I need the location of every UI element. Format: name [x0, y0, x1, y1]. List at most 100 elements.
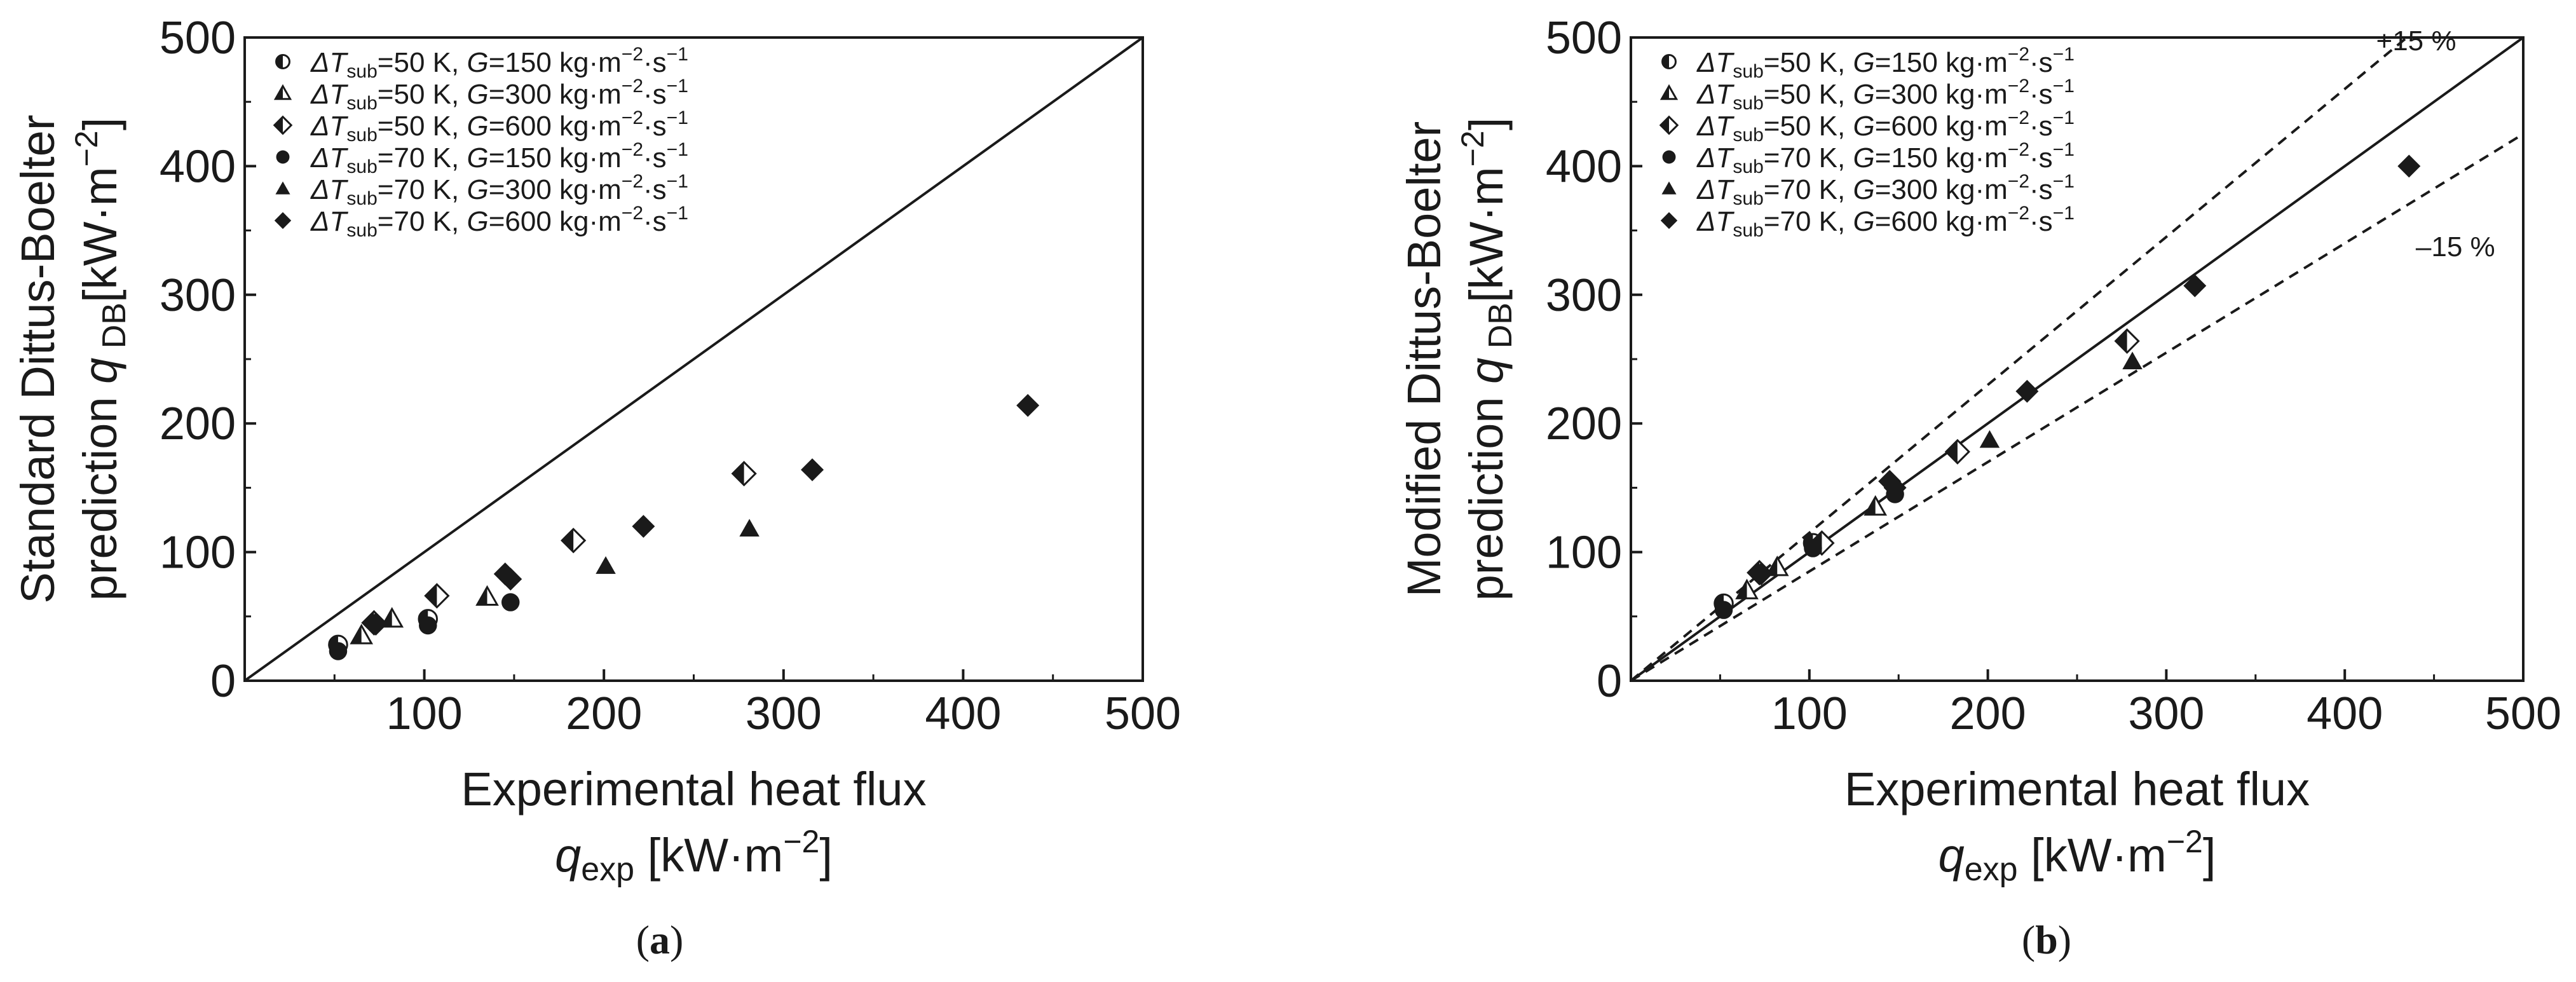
- legend-label: ΔTsub=70 K, G=150 kg·m−2·s−1: [310, 139, 688, 177]
- legend-item: ΔTsub=70 K, G=300 kg·m−2·s−1: [275, 171, 688, 209]
- y-axis-title: Standard Dittus-Boelter: [11, 114, 64, 603]
- diamond-filled-marker: [364, 612, 388, 636]
- legend-item: ΔTsub=70 K, G=600 kg·m−2·s−1: [1660, 203, 2075, 241]
- legend-label: ΔTsub=70 K, G=300 kg·m−2·s−1: [310, 171, 688, 209]
- circle-filled-marker: [501, 593, 520, 611]
- diamond-filled-marker: [1883, 476, 1907, 500]
- legend-marker: [276, 150, 290, 164]
- y-tick-label: 400: [1546, 141, 1622, 192]
- legend-item: ΔTsub=70 K, G=150 kg·m−2·s−1: [276, 139, 688, 177]
- legend-label: ΔTsub=50 K, G=150 kg·m−2·s−1: [310, 44, 688, 82]
- legend-marker: [274, 212, 292, 229]
- legend-item: ΔTsub=50 K, G=600 kg·m−2·s−1: [1659, 107, 2075, 146]
- x-tick-label: 500: [1105, 688, 1181, 739]
- legend-item: ΔTsub=70 K, G=150 kg·m−2·s−1: [1662, 139, 2075, 177]
- minus-reference-line: [1631, 133, 2523, 681]
- diamond-half-filled-marker: [731, 461, 757, 487]
- legend-marker: [1659, 84, 1679, 100]
- circle-filled-marker: [1804, 539, 1822, 557]
- triangle-filled-marker: [2122, 351, 2143, 370]
- parity-reference-line: [245, 38, 1143, 681]
- diamond-filled-marker: [801, 458, 824, 482]
- panel-label: (b): [2022, 917, 2071, 962]
- chart-panel-a: 100 200 300 400 500 0 100 200 300 400 500 Experimen…: [11, 13, 1181, 962]
- y-tick-label: 100: [1546, 528, 1622, 578]
- y-tick-label: 200: [1546, 399, 1622, 449]
- legend-marker: [1661, 181, 1677, 194]
- legend-marker: [1659, 115, 1679, 135]
- circle-filled-marker: [1714, 601, 1733, 619]
- x-tick-label: 400: [2307, 688, 2383, 739]
- triangle-filled-marker: [739, 519, 760, 537]
- y-axis-unit-label: prediction q DB[kW·m−2]: [1455, 118, 1519, 601]
- x-axis-title: Experimental heat flux: [461, 763, 926, 815]
- legend-label: ΔTsub=50 K, G=150 kg·m−2·s−1: [1696, 44, 2075, 82]
- legend-item: ΔTsub=50 K, G=300 kg·m−2·s−1: [273, 76, 688, 114]
- legend-marker: [273, 115, 293, 135]
- y-tick-label: 400: [160, 141, 236, 192]
- triangle-half-filled-marker: [350, 624, 374, 644]
- y-axis-unit-label: prediction q DB[kW·m−2]: [69, 118, 133, 601]
- diamond-half-filled-marker: [561, 528, 587, 554]
- legend-item: ΔTsub=50 K, G=300 kg·m−2·s−1: [1659, 76, 2075, 114]
- diamond-filled-marker: [1749, 563, 1773, 586]
- diamond-filled-marker: [2397, 154, 2421, 178]
- x-axis-unit-label: qexp [kW·m−2]: [555, 824, 833, 888]
- triangle-filled-marker: [596, 556, 616, 574]
- x-axis-title: Experimental heat flux: [1844, 763, 2310, 815]
- legend-marker: [273, 84, 292, 100]
- legend-marker: [275, 181, 290, 194]
- legend-item: ΔTsub=70 K, G=600 kg·m−2·s−1: [274, 203, 688, 241]
- triangle-half-filled-marker: [1735, 578, 1759, 599]
- y-axis-title: Modified Dittus-Boelter: [1398, 121, 1450, 597]
- y-tick-label: 0: [210, 656, 236, 707]
- x-tick-label: 500: [2485, 688, 2561, 739]
- diamond-filled-marker: [499, 568, 522, 591]
- circle-filled-marker: [329, 642, 348, 660]
- triangle-half-filled-marker: [1864, 494, 1888, 516]
- legend-label: ΔTsub=70 K, G=300 kg·m−2·s−1: [1696, 171, 2075, 209]
- y-tick-label: 0: [1597, 656, 1622, 707]
- diamond-filled-marker: [2015, 379, 2039, 403]
- band-annotation: –15 %: [2416, 231, 2495, 263]
- x-tick-label: 200: [1950, 688, 2026, 739]
- legend-item: ΔTsub=50 K, G=600 kg·m−2·s−1: [273, 107, 688, 146]
- legend-item: ΔTsub=50 K, G=150 kg·m−2·s−1: [275, 44, 688, 82]
- legend-marker: [1662, 150, 1676, 164]
- legend-label: ΔTsub=70 K, G=600 kg·m−2·s−1: [310, 203, 688, 241]
- legend-marker: [1661, 54, 1677, 69]
- circle-filled-marker: [419, 616, 437, 635]
- diamond-half-filled-marker: [424, 583, 450, 609]
- x-tick-label: 300: [2128, 688, 2204, 739]
- triangle-filled-marker: [1979, 430, 2000, 448]
- diamond-half-filled-marker: [1944, 439, 1970, 465]
- diamond-filled-marker: [1016, 393, 1040, 417]
- panel-label: (a): [636, 917, 684, 962]
- legend-label: ΔTsub=50 K, G=300 kg·m−2·s−1: [310, 76, 688, 114]
- x-tick-label: 100: [1771, 688, 1848, 739]
- legend-label: ΔTsub=70 K, G=600 kg·m−2·s−1: [1696, 203, 2075, 241]
- y-tick-label: 500: [1546, 13, 1622, 64]
- y-tick-label: 300: [1546, 270, 1622, 321]
- legend-item: ΔTsub=50 K, G=150 kg·m−2·s−1: [1661, 44, 2075, 82]
- y-tick-label: 200: [160, 399, 236, 449]
- x-axis-unit-label: qexp [kW·m−2]: [1939, 824, 2216, 888]
- legend-label: ΔTsub=50 K, G=600 kg·m−2·s−1: [310, 107, 688, 146]
- diamond-filled-marker: [632, 515, 655, 538]
- x-tick-label: 200: [566, 688, 642, 739]
- plus-reference-line: [1631, 38, 2409, 681]
- chart-panel-b: 100 200 300 400 500 0 100 200 300 400 500 Experimen…: [1398, 13, 2561, 962]
- y-tick-label: 500: [160, 13, 236, 64]
- legend-marker: [275, 54, 290, 69]
- diamond-half-filled-marker: [2114, 328, 2140, 354]
- legend-marker: [1660, 212, 1678, 229]
- band-annotation: +15 %: [2376, 25, 2457, 57]
- x-tick-label: 300: [746, 688, 822, 739]
- y-tick-label: 100: [160, 528, 236, 578]
- y-tick-label: 300: [160, 270, 236, 321]
- legend-label: ΔTsub=70 K, G=150 kg·m−2·s−1: [1696, 139, 2075, 177]
- legend-item: ΔTsub=70 K, G=300 kg·m−2·s−1: [1661, 171, 2075, 209]
- legend-label: ΔTsub=50 K, G=600 kg·m−2·s−1: [1696, 107, 2075, 146]
- x-tick-label: 100: [386, 688, 463, 739]
